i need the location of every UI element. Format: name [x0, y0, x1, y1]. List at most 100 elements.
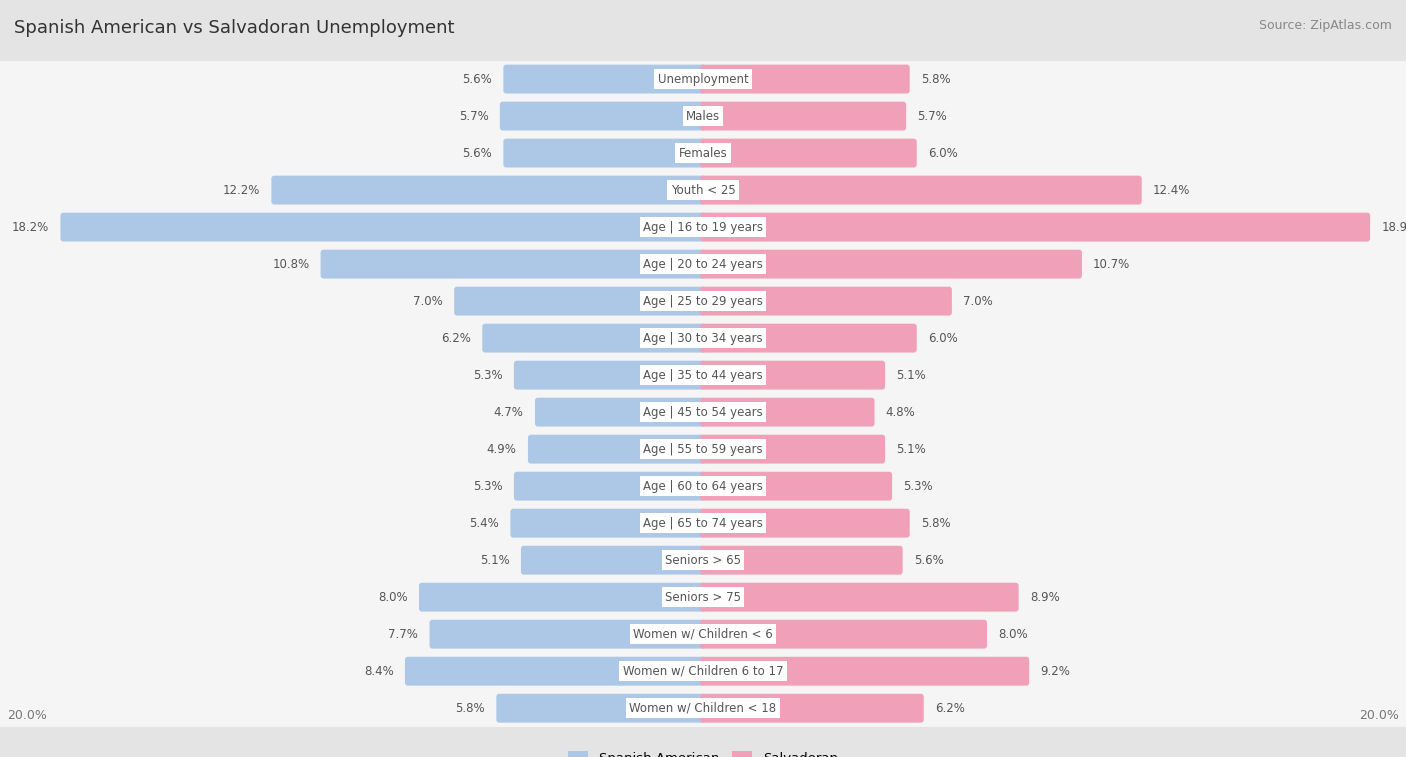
FancyBboxPatch shape — [0, 574, 1406, 621]
Legend: Spanish American, Salvadoran: Spanish American, Salvadoran — [562, 746, 844, 757]
Text: Age | 30 to 34 years: Age | 30 to 34 years — [643, 332, 763, 344]
Text: Unemployment: Unemployment — [658, 73, 748, 86]
FancyBboxPatch shape — [0, 278, 1406, 323]
FancyBboxPatch shape — [0, 129, 1406, 176]
FancyBboxPatch shape — [60, 213, 706, 241]
FancyBboxPatch shape — [0, 648, 1406, 694]
FancyBboxPatch shape — [430, 620, 706, 649]
Text: Women w/ Children < 18: Women w/ Children < 18 — [630, 702, 776, 715]
FancyBboxPatch shape — [0, 537, 1406, 584]
FancyBboxPatch shape — [515, 472, 706, 500]
FancyBboxPatch shape — [700, 509, 910, 537]
Text: Seniors > 65: Seniors > 65 — [665, 553, 741, 567]
Text: Age | 20 to 24 years: Age | 20 to 24 years — [643, 257, 763, 270]
Text: 5.3%: 5.3% — [472, 369, 503, 382]
FancyBboxPatch shape — [520, 546, 706, 575]
Text: 9.2%: 9.2% — [1040, 665, 1070, 678]
Text: Age | 16 to 19 years: Age | 16 to 19 years — [643, 220, 763, 234]
Text: 5.8%: 5.8% — [456, 702, 485, 715]
Text: 5.7%: 5.7% — [458, 110, 489, 123]
Text: 8.0%: 8.0% — [378, 590, 408, 603]
Text: Age | 55 to 59 years: Age | 55 to 59 years — [643, 443, 763, 456]
Text: Youth < 25: Youth < 25 — [671, 184, 735, 197]
Text: 5.6%: 5.6% — [463, 73, 492, 86]
Text: 7.0%: 7.0% — [413, 294, 443, 307]
Text: 5.4%: 5.4% — [470, 517, 499, 530]
FancyBboxPatch shape — [0, 463, 1406, 508]
FancyBboxPatch shape — [700, 546, 903, 575]
Text: 6.0%: 6.0% — [928, 147, 957, 160]
Text: 4.8%: 4.8% — [886, 406, 915, 419]
Text: 5.7%: 5.7% — [917, 110, 948, 123]
Text: 10.7%: 10.7% — [1094, 257, 1130, 270]
Text: 5.1%: 5.1% — [897, 369, 927, 382]
FancyBboxPatch shape — [510, 509, 706, 537]
FancyBboxPatch shape — [0, 315, 1406, 360]
Text: 6.2%: 6.2% — [441, 332, 471, 344]
Text: 7.7%: 7.7% — [388, 628, 419, 640]
FancyBboxPatch shape — [0, 611, 1406, 656]
FancyBboxPatch shape — [503, 139, 706, 167]
Text: 8.0%: 8.0% — [998, 628, 1028, 640]
Text: 7.0%: 7.0% — [963, 294, 993, 307]
FancyBboxPatch shape — [700, 64, 910, 94]
FancyBboxPatch shape — [0, 167, 1406, 213]
FancyBboxPatch shape — [0, 500, 1406, 547]
Text: Women w/ Children < 6: Women w/ Children < 6 — [633, 628, 773, 640]
FancyBboxPatch shape — [700, 472, 893, 500]
Text: Females: Females — [679, 147, 727, 160]
FancyBboxPatch shape — [0, 648, 1406, 693]
FancyBboxPatch shape — [0, 500, 1406, 545]
Text: Age | 35 to 44 years: Age | 35 to 44 years — [643, 369, 763, 382]
Text: 5.1%: 5.1% — [479, 553, 510, 567]
Text: 8.4%: 8.4% — [364, 665, 394, 678]
FancyBboxPatch shape — [0, 241, 1406, 286]
FancyBboxPatch shape — [700, 101, 907, 130]
FancyBboxPatch shape — [0, 167, 1406, 212]
Text: 12.2%: 12.2% — [222, 184, 260, 197]
FancyBboxPatch shape — [0, 129, 1406, 175]
FancyBboxPatch shape — [0, 389, 1406, 435]
FancyBboxPatch shape — [700, 139, 917, 167]
Text: Age | 25 to 29 years: Age | 25 to 29 years — [643, 294, 763, 307]
Text: 10.8%: 10.8% — [273, 257, 309, 270]
FancyBboxPatch shape — [700, 620, 987, 649]
FancyBboxPatch shape — [700, 397, 875, 427]
FancyBboxPatch shape — [0, 278, 1406, 325]
FancyBboxPatch shape — [700, 657, 1029, 686]
FancyBboxPatch shape — [0, 426, 1406, 472]
FancyBboxPatch shape — [0, 574, 1406, 619]
Text: 18.2%: 18.2% — [13, 220, 49, 234]
FancyBboxPatch shape — [0, 56, 1406, 102]
FancyBboxPatch shape — [0, 204, 1406, 249]
Text: 18.9%: 18.9% — [1381, 220, 1406, 234]
FancyBboxPatch shape — [700, 435, 886, 463]
FancyBboxPatch shape — [501, 101, 706, 130]
Text: Source: ZipAtlas.com: Source: ZipAtlas.com — [1258, 19, 1392, 32]
Text: 5.3%: 5.3% — [472, 480, 503, 493]
FancyBboxPatch shape — [0, 352, 1406, 397]
FancyBboxPatch shape — [503, 64, 706, 94]
Text: Age | 65 to 74 years: Age | 65 to 74 years — [643, 517, 763, 530]
FancyBboxPatch shape — [534, 397, 706, 427]
Text: 20.0%: 20.0% — [1360, 709, 1399, 722]
FancyBboxPatch shape — [0, 315, 1406, 361]
FancyBboxPatch shape — [419, 583, 706, 612]
Text: Age | 60 to 64 years: Age | 60 to 64 years — [643, 480, 763, 493]
FancyBboxPatch shape — [0, 685, 1406, 730]
Text: 5.8%: 5.8% — [921, 73, 950, 86]
Text: Women w/ Children 6 to 17: Women w/ Children 6 to 17 — [623, 665, 783, 678]
FancyBboxPatch shape — [0, 426, 1406, 471]
FancyBboxPatch shape — [0, 56, 1406, 101]
Text: 12.4%: 12.4% — [1153, 184, 1191, 197]
FancyBboxPatch shape — [0, 611, 1406, 658]
FancyBboxPatch shape — [700, 324, 917, 353]
Text: 5.6%: 5.6% — [914, 553, 943, 567]
FancyBboxPatch shape — [0, 463, 1406, 509]
FancyBboxPatch shape — [515, 360, 706, 390]
Text: 8.9%: 8.9% — [1029, 590, 1060, 603]
FancyBboxPatch shape — [321, 250, 706, 279]
Text: Age | 45 to 54 years: Age | 45 to 54 years — [643, 406, 763, 419]
FancyBboxPatch shape — [700, 287, 952, 316]
Text: 5.8%: 5.8% — [921, 517, 950, 530]
